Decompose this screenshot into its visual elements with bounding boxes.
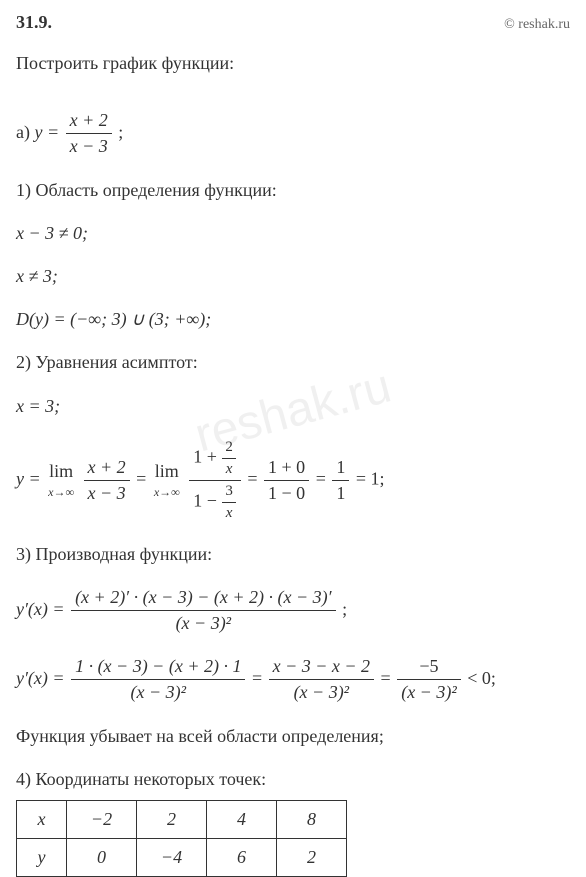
step1-line1: x − 3 ≠ 0; <box>16 221 570 246</box>
part-label: а) <box>16 122 34 142</box>
step1-line3: D(y) = (−∞; 3) ∪ (3; +∞); <box>16 307 570 332</box>
lim-f1-num: x + 2 <box>84 455 130 481</box>
lim-f1-den: x − 3 <box>84 481 130 506</box>
f2-num-frac: 2x <box>222 437 236 480</box>
points-table: x −2 2 4 8 y 0 −4 6 2 <box>16 800 347 877</box>
lim-f2-den: 1 − 3x <box>189 481 241 524</box>
d2-f1-num: 1 · (x − 3) − (x + 2) · 1 <box>71 654 245 680</box>
eq-end: ; <box>118 122 123 142</box>
f2-num-a: 1 + <box>193 446 221 466</box>
d2-lhs: y′(x) = <box>16 668 69 688</box>
lim-sub2: x→∞ <box>154 484 180 501</box>
d2-f2: x − 3 − x − 2 (x − 3)² <box>269 654 374 705</box>
lim-label2: lim <box>154 459 180 484</box>
problem-number: 31.9. <box>16 12 52 33</box>
d2-eq2: = <box>381 668 396 688</box>
f2-den-a: 1 − <box>193 490 221 510</box>
limit-op1: lim x→∞ <box>48 459 74 501</box>
d2-end: < 0; <box>467 668 496 688</box>
table-cell: 0 <box>67 839 137 877</box>
lim-f3: 1 + 0 1 − 0 <box>264 455 309 506</box>
table-cell: y <box>17 839 67 877</box>
d2-f1: 1 · (x − 3) − (x + 2) · 1 (x − 3)² <box>71 654 245 705</box>
step2-limit: y = lim x→∞ x + 2 x − 3 = lim x→∞ 1 + 2x… <box>16 437 570 524</box>
step1-title: 1) Область определения функции: <box>16 178 570 203</box>
d1-frac: (x + 2)′ · (x − 3) − (x + 2) · (x − 3)′ … <box>71 585 336 636</box>
f2-den-b-num: 3 <box>222 481 236 503</box>
lim-eq1: = <box>136 468 151 488</box>
document-content: 31.9. © reshak.ru Построить график функц… <box>16 12 570 877</box>
d2-f3: −5 (x − 3)² <box>397 654 461 705</box>
eq-lhs: y = <box>34 122 63 142</box>
table-cell: −4 <box>137 839 207 877</box>
frac-num: x + 2 <box>66 108 112 134</box>
lim-f2-num: 1 + 2x <box>189 437 241 481</box>
lim-eq4: = 1; <box>356 468 385 488</box>
task-text: Построить график функции: <box>16 51 570 76</box>
d2-f2-num: x − 3 − x − 2 <box>269 654 374 680</box>
table-row-y: y 0 −4 6 2 <box>17 839 347 877</box>
part-a-equation: а) y = x + 2 x − 3 ; <box>16 108 570 159</box>
table-cell: 4 <box>207 801 277 839</box>
f2-den-b-den: x <box>222 503 236 524</box>
d1-num: (x + 2)′ · (x − 3) − (x + 2) · (x − 3)′ <box>71 585 336 611</box>
d1-end: ; <box>342 599 347 619</box>
table-cell: 2 <box>277 839 347 877</box>
step2-line1: x = 3; <box>16 394 570 419</box>
f2-den-frac: 3x <box>222 481 236 524</box>
d1-lhs: y′(x) = <box>16 599 69 619</box>
step3-conclusion: Функция убывает на всей области определе… <box>16 724 570 749</box>
f2-num-b-den: x <box>222 459 236 480</box>
lim-lhs: y = <box>16 468 45 488</box>
table-cell: x <box>17 801 67 839</box>
lim-eq2: = <box>247 468 262 488</box>
lim-f4-num: 1 <box>332 455 349 481</box>
frac-den: x − 3 <box>66 134 112 159</box>
table-cell: 2 <box>137 801 207 839</box>
lim-eq3: = <box>316 468 331 488</box>
eq-fraction: x + 2 x − 3 <box>66 108 112 159</box>
step3-deriv1: y′(x) = (x + 2)′ · (x − 3) − (x + 2) · (… <box>16 585 570 636</box>
lim-f3-num: 1 + 0 <box>264 455 309 481</box>
table-cell: −2 <box>67 801 137 839</box>
lim-f4: 1 1 <box>332 455 349 506</box>
copyright-text: © reshak.ru <box>504 17 570 33</box>
lim-f1: x + 2 x − 3 <box>84 455 130 506</box>
table-cell: 8 <box>277 801 347 839</box>
table-cell: 6 <box>207 839 277 877</box>
f2-num-b-num: 2 <box>222 437 236 459</box>
lim-f2: 1 + 2x 1 − 3x <box>189 437 241 524</box>
d2-f3-den: (x − 3)² <box>397 680 461 705</box>
step3-title: 3) Производная функции: <box>16 542 570 567</box>
lim-f3-den: 1 − 0 <box>264 481 309 506</box>
header-row: 31.9. © reshak.ru <box>16 12 570 33</box>
step4-title: 4) Координаты некоторых точек: <box>16 767 570 792</box>
lim-label: lim <box>48 459 74 484</box>
step3-deriv2: y′(x) = 1 · (x − 3) − (x + 2) · 1 (x − 3… <box>16 654 570 705</box>
d2-f1-den: (x − 3)² <box>71 680 245 705</box>
step1-line2: x ≠ 3; <box>16 264 570 289</box>
d2-f3-num: −5 <box>397 654 461 680</box>
lim-f4-den: 1 <box>332 481 349 506</box>
d2-f2-den: (x − 3)² <box>269 680 374 705</box>
d1-den: (x − 3)² <box>71 611 336 636</box>
table-row-x: x −2 2 4 8 <box>17 801 347 839</box>
lim-sub: x→∞ <box>48 484 74 501</box>
step2-title: 2) Уравнения асимптот: <box>16 350 570 375</box>
d2-eq1: = <box>252 668 267 688</box>
limit-op2: lim x→∞ <box>154 459 180 501</box>
